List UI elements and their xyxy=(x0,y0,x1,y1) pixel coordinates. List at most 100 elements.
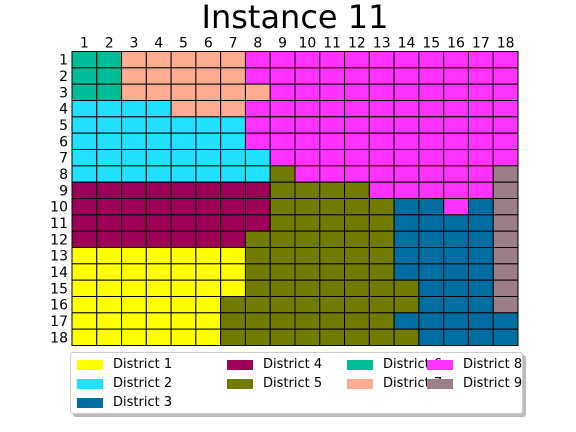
grid-cell-r9-c17 xyxy=(467,181,494,200)
grid-cell-r11-c10 xyxy=(294,214,321,232)
grid-cell-r3-c12 xyxy=(344,83,370,101)
grid-cell-r18-c7 xyxy=(220,328,246,346)
grid-cell-r18-c9 xyxy=(269,328,296,346)
grid-cell-r18-c16 xyxy=(443,328,469,346)
grid-cell-r18-c6 xyxy=(195,328,222,346)
grid-cell-r9-c15 xyxy=(418,181,445,200)
grid-cell-r8-c15 xyxy=(418,165,445,183)
grid-cell-r16-c6 xyxy=(195,296,222,314)
grid-cell-r10-c11 xyxy=(319,198,346,216)
grid-cell-r6-c7 xyxy=(220,132,246,151)
grid-cell-r9-c16 xyxy=(443,181,469,200)
grid-cell-r8-c16 xyxy=(443,165,469,183)
grid-cell-r13-c11 xyxy=(319,247,346,265)
grid-cell-r1-c11 xyxy=(319,51,346,69)
grid-cell-r9-c18 xyxy=(492,181,519,200)
y-tick-label: 12 xyxy=(50,232,68,248)
grid-cell-r17-c1 xyxy=(71,312,98,330)
grid-cell-r4-c15 xyxy=(418,100,445,118)
grid-cell-r6-c9 xyxy=(269,132,296,151)
grid-cell-r15-c13 xyxy=(368,279,395,297)
grid-cell-r18-c10 xyxy=(294,328,321,346)
grid-cell-r4-c2 xyxy=(96,100,123,118)
grid-cell-r17-c11 xyxy=(319,312,346,330)
y-tick-label: 1 xyxy=(59,53,68,69)
x-tick-label: 6 xyxy=(204,36,213,52)
grid-cell-r17-c2 xyxy=(96,312,123,330)
grid-cell-r14-c8 xyxy=(244,263,271,281)
y-tick-label: 9 xyxy=(59,183,68,199)
grid-cell-r17-c16 xyxy=(443,312,469,330)
legend: District 1 District 4 District 6 District 8… xyxy=(70,352,523,414)
grid-cell-r1-c9 xyxy=(269,51,296,69)
grid-cell-r3-c14 xyxy=(393,83,420,101)
grid-cell-r6-c11 xyxy=(319,132,346,151)
grid-cell-r4-c18 xyxy=(492,100,519,118)
grid-cell-r13-c1 xyxy=(71,247,98,265)
grid-cell-r17-c15 xyxy=(418,312,445,330)
grid-cell-r11-c1 xyxy=(71,214,98,232)
grid-cell-r15-c3 xyxy=(121,279,147,297)
x-tick-label: 11 xyxy=(323,36,341,52)
grid-cell-r10-c9 xyxy=(269,198,296,216)
grid-cell-r11-c2 xyxy=(96,214,123,232)
grid-cell-r16-c7 xyxy=(220,296,246,314)
grid-cell-r9-c11 xyxy=(319,181,346,200)
grid-cell-r1-c16 xyxy=(443,51,469,69)
x-tick-label: 10 xyxy=(298,36,316,52)
grid-cell-r12-c13 xyxy=(368,230,395,249)
grid-cell-r17-c14 xyxy=(393,312,420,330)
grid-cell-r17-c3 xyxy=(121,312,147,330)
grid-cell-r16-c14 xyxy=(393,296,420,314)
grid-cell-r17-c12 xyxy=(344,312,370,330)
grid-cell-r18-c11 xyxy=(319,328,346,346)
grid-cell-r10-c16 xyxy=(443,198,469,216)
grid-cell-r3-c13 xyxy=(368,83,395,101)
grid-cell-r3-c6 xyxy=(195,83,222,101)
grid-cell-r4-c16 xyxy=(443,100,469,118)
grid-cell-r3-c2 xyxy=(96,83,123,101)
y-tick-label: 5 xyxy=(59,118,68,134)
grid-cell-r15-c12 xyxy=(344,279,370,297)
grid-cell-r5-c13 xyxy=(368,116,395,134)
grid-cell-r1-c12 xyxy=(344,51,370,69)
grid-cell-r15-c15 xyxy=(418,279,445,297)
grid-cell-r4-c12 xyxy=(344,100,370,118)
grid-cell-r16-c17 xyxy=(467,296,494,314)
grid-cell-r8-c5 xyxy=(170,165,197,183)
grid-cell-r4-c10 xyxy=(294,100,321,118)
grid-cell-r15-c2 xyxy=(96,279,123,297)
grid-cell-r2-c5 xyxy=(170,67,197,85)
grid-cell-r14-c1 xyxy=(71,263,98,281)
grid-cell-r12-c10 xyxy=(294,230,321,249)
grid-cell-r1-c17 xyxy=(467,51,494,69)
grid-cell-r7-c14 xyxy=(393,149,420,167)
grid-cell-r6-c8 xyxy=(244,132,271,151)
grid-cell-r5-c14 xyxy=(393,116,420,134)
x-tick-label: 14 xyxy=(398,36,416,52)
grid-cell-r17-c7 xyxy=(220,312,246,330)
grid-cell-r12-c12 xyxy=(344,230,370,249)
grid-cell-r11-c6 xyxy=(195,214,222,232)
grid-cell-r14-c12 xyxy=(344,263,370,281)
grid-cell-r9-c7 xyxy=(220,181,246,200)
grid-cell-r13-c2 xyxy=(96,247,123,265)
grid-cell-r9-c2 xyxy=(96,181,123,200)
grid-cell-r17-c4 xyxy=(145,312,172,330)
grid-cell-r1-c3 xyxy=(121,51,147,69)
grid-cell-r8-c4 xyxy=(145,165,172,183)
grid-cell-r7-c6 xyxy=(195,149,222,167)
grid-cell-r16-c13 xyxy=(368,296,395,314)
grid-cell-r2-c15 xyxy=(418,67,445,85)
grid-cell-r2-c12 xyxy=(344,67,370,85)
grid-cell-r12-c4 xyxy=(145,230,172,249)
grid-cell-r9-c4 xyxy=(145,181,172,200)
grid-cell-r11-c16 xyxy=(443,214,469,232)
grid-cell-r16-c3 xyxy=(121,296,147,314)
y-tick-label: 6 xyxy=(59,134,68,150)
grid-cell-r14-c14 xyxy=(393,263,420,281)
grid-cell-r3-c8 xyxy=(244,83,271,101)
grid-cell-r4-c5 xyxy=(170,100,197,118)
grid-cell-r15-c18 xyxy=(492,279,519,297)
legend-swatch xyxy=(427,360,453,370)
